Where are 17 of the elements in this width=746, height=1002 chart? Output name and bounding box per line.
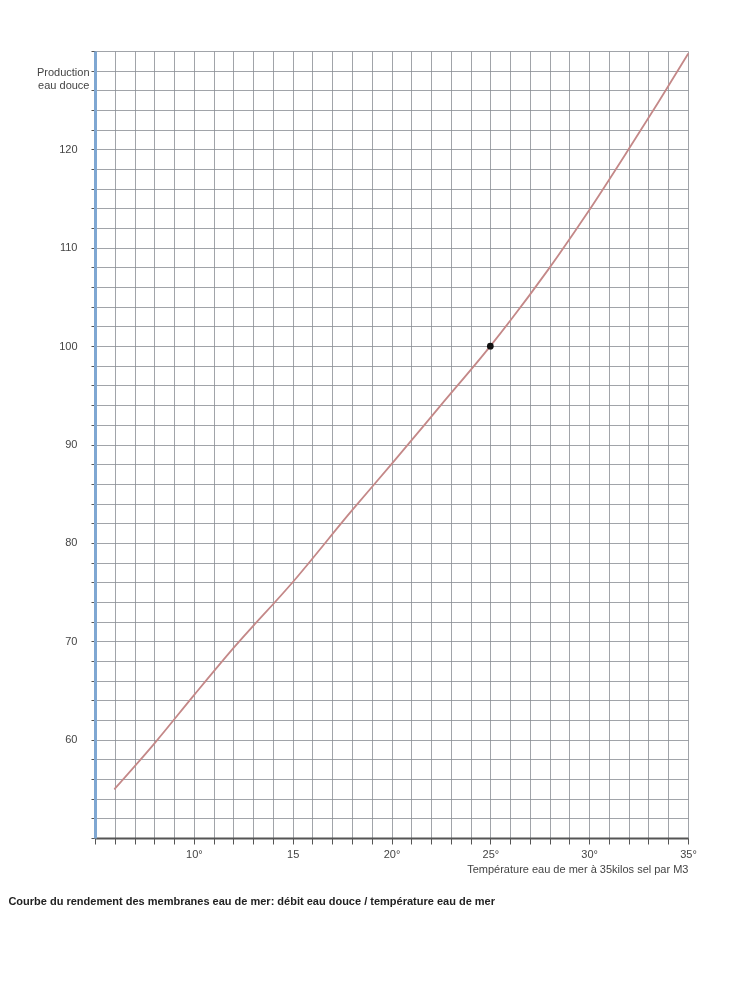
x-tick-label: 15: [287, 847, 300, 860]
text: Courbe du rendement des membranes eau de mer: débit eau douce / température eau de mer: [8, 895, 496, 907]
y-tick-label: 80: [65, 536, 78, 549]
x-tick-label: 20°: [383, 847, 401, 860]
y-tick-label: 120: [59, 142, 78, 155]
line-series: [113, 53, 689, 790]
y-tick-label: 60: [65, 733, 78, 746]
x-tick-label: 25°: [482, 847, 500, 860]
y-tick-label: 90: [65, 438, 78, 450]
x-tick-label: 10°: [186, 847, 203, 860]
x-tick-label: 30°: [581, 847, 598, 860]
x-axis-title: Température eau de mer à 35kilos sel par M3: [467, 862, 689, 875]
x-tick-label: 35°: [680, 847, 697, 860]
y-tick-label: 110: [59, 241, 78, 254]
y-tick-label: 70: [65, 634, 78, 647]
y-axis-title: Production eau douce: [36, 65, 90, 91]
y-tick-label: 100: [59, 339, 78, 352]
